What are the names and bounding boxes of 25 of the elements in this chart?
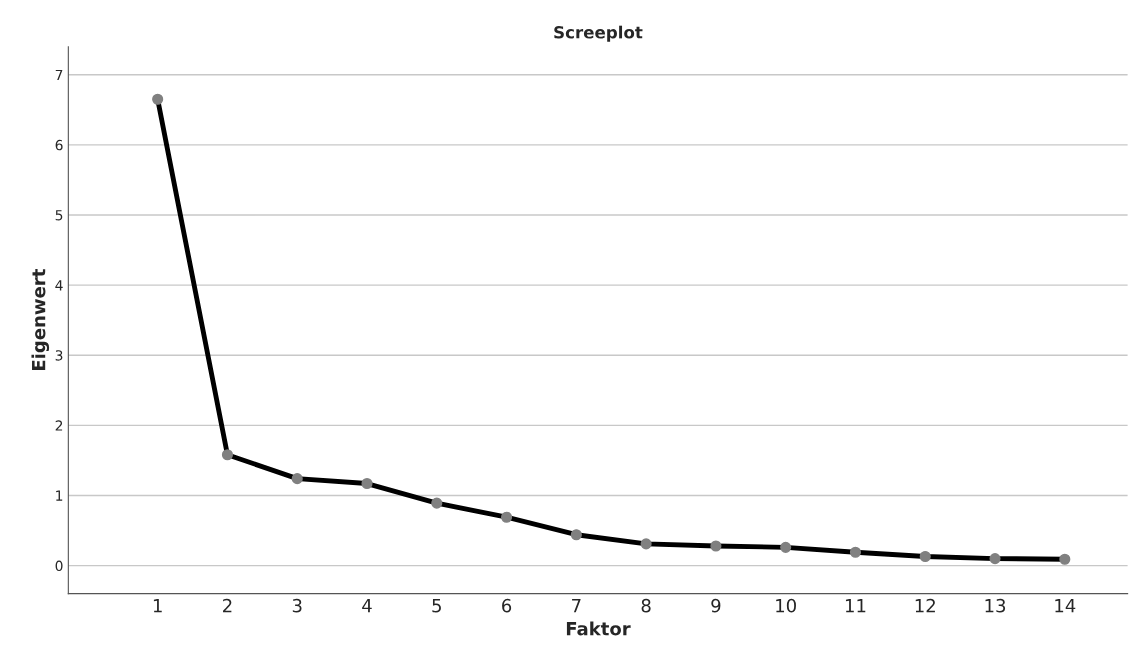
x-tick-label: 13: [985, 598, 1006, 613]
x-tick-label: 9: [711, 598, 721, 613]
y-tick-label: 2: [55, 420, 63, 431]
y-axis-title: Eigenwert: [31, 269, 50, 371]
x-tick-label: 3: [292, 598, 302, 613]
x-tick-label: 11: [845, 599, 866, 613]
x-tick-label: 7: [572, 599, 581, 613]
x-tick-label: 12: [915, 598, 935, 613]
chart-title: Screeplot: [554, 25, 643, 42]
x-tick-label: 14: [1055, 599, 1076, 613]
x-tick-label: 1: [153, 599, 162, 613]
y-tick-label: 0: [55, 560, 63, 572]
y-tick-label: 3: [55, 350, 63, 361]
x-tick-label: 6: [502, 598, 512, 613]
y-tick-label: 7: [55, 69, 63, 81]
x-tick-label: 8: [641, 598, 651, 613]
x-tick-label: 4: [362, 599, 372, 613]
y-tick-label: 5: [55, 210, 63, 221]
x-tick-label: 5: [432, 599, 441, 613]
x-tick-label: 10: [776, 598, 796, 613]
y-tick-label: 1: [56, 490, 63, 501]
y-tick-label: 6: [55, 139, 63, 151]
y-tick-label: 4: [55, 280, 63, 291]
x-tick-label: 2: [223, 598, 232, 613]
x-axis-title: Faktor: [566, 621, 631, 636]
